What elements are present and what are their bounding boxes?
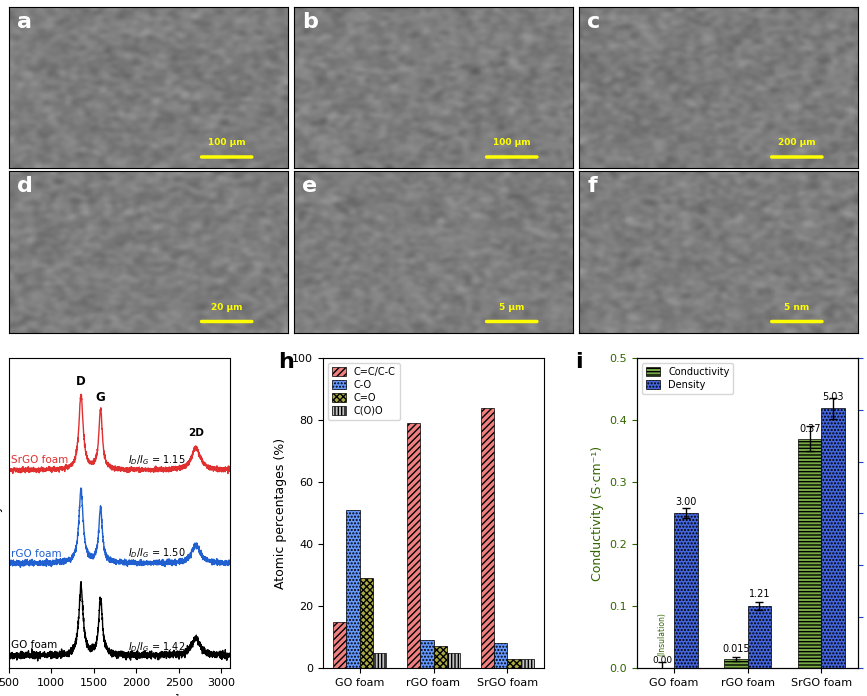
Text: f: f xyxy=(587,176,596,196)
Text: 0.015: 0.015 xyxy=(722,644,750,654)
Bar xyxy=(407,423,420,668)
Text: D: D xyxy=(76,375,86,388)
Bar xyxy=(494,643,507,668)
Text: a: a xyxy=(17,12,32,32)
Bar xyxy=(420,640,434,668)
Text: GO foam: GO foam xyxy=(11,640,57,650)
Text: $I_D$/$I_G$ = 1.15: $I_D$/$I_G$ = 1.15 xyxy=(127,453,186,467)
Bar xyxy=(434,647,447,668)
Y-axis label: Conductivity (S·cm⁻¹): Conductivity (S·cm⁻¹) xyxy=(591,445,604,580)
Bar xyxy=(520,659,534,668)
Text: h: h xyxy=(278,352,295,372)
Text: e: e xyxy=(302,176,317,196)
Bar xyxy=(347,510,360,668)
Text: SrGO foam: SrGO foam xyxy=(11,454,68,465)
Bar xyxy=(360,578,373,668)
Bar xyxy=(798,438,821,668)
Text: d: d xyxy=(17,176,33,196)
Legend: C=C/C-C, C-O, C=O, C(O)O: C=C/C-C, C-O, C=O, C(O)O xyxy=(328,363,400,420)
Text: $I_D$/$I_G$ = 1.50: $I_D$/$I_G$ = 1.50 xyxy=(127,546,186,560)
Y-axis label: Atomic percentages (%): Atomic percentages (%) xyxy=(274,438,287,589)
Text: 100 μm: 100 μm xyxy=(493,139,531,148)
Text: 3.00: 3.00 xyxy=(675,497,696,507)
Bar xyxy=(480,408,494,668)
Text: 0.37: 0.37 xyxy=(799,424,820,434)
Bar xyxy=(373,653,387,668)
Y-axis label: Intensity (a.u.): Intensity (a.u.) xyxy=(0,468,3,559)
Text: 100 μm: 100 μm xyxy=(208,139,245,148)
Text: G: G xyxy=(95,390,106,404)
Text: 0.00: 0.00 xyxy=(652,656,672,665)
Text: i: i xyxy=(575,352,583,372)
Text: 5 nm: 5 nm xyxy=(785,303,810,312)
Bar xyxy=(447,653,460,668)
Text: 1.21: 1.21 xyxy=(749,590,770,599)
Bar xyxy=(821,409,845,668)
Text: 5.03: 5.03 xyxy=(823,392,844,402)
Text: rGO foam: rGO foam xyxy=(11,549,62,560)
Text: $I_D$/$I_G$ = 1.42: $I_D$/$I_G$ = 1.42 xyxy=(127,640,185,654)
Text: 2D: 2D xyxy=(188,428,204,438)
Legend: Conductivity, Density: Conductivity, Density xyxy=(642,363,733,394)
Text: 20 μm: 20 μm xyxy=(211,303,243,312)
Bar xyxy=(674,513,698,668)
Bar xyxy=(724,659,747,668)
Bar xyxy=(333,622,347,668)
Text: 5 μm: 5 μm xyxy=(499,303,525,312)
Bar xyxy=(507,659,520,668)
Text: (Insulation): (Insulation) xyxy=(658,612,667,656)
Bar xyxy=(747,606,772,668)
Text: c: c xyxy=(587,12,601,32)
Text: b: b xyxy=(302,12,318,32)
Text: 200 μm: 200 μm xyxy=(778,139,816,148)
X-axis label: Raman shift (cm$^{-1}$): Raman shift (cm$^{-1}$) xyxy=(52,693,187,696)
